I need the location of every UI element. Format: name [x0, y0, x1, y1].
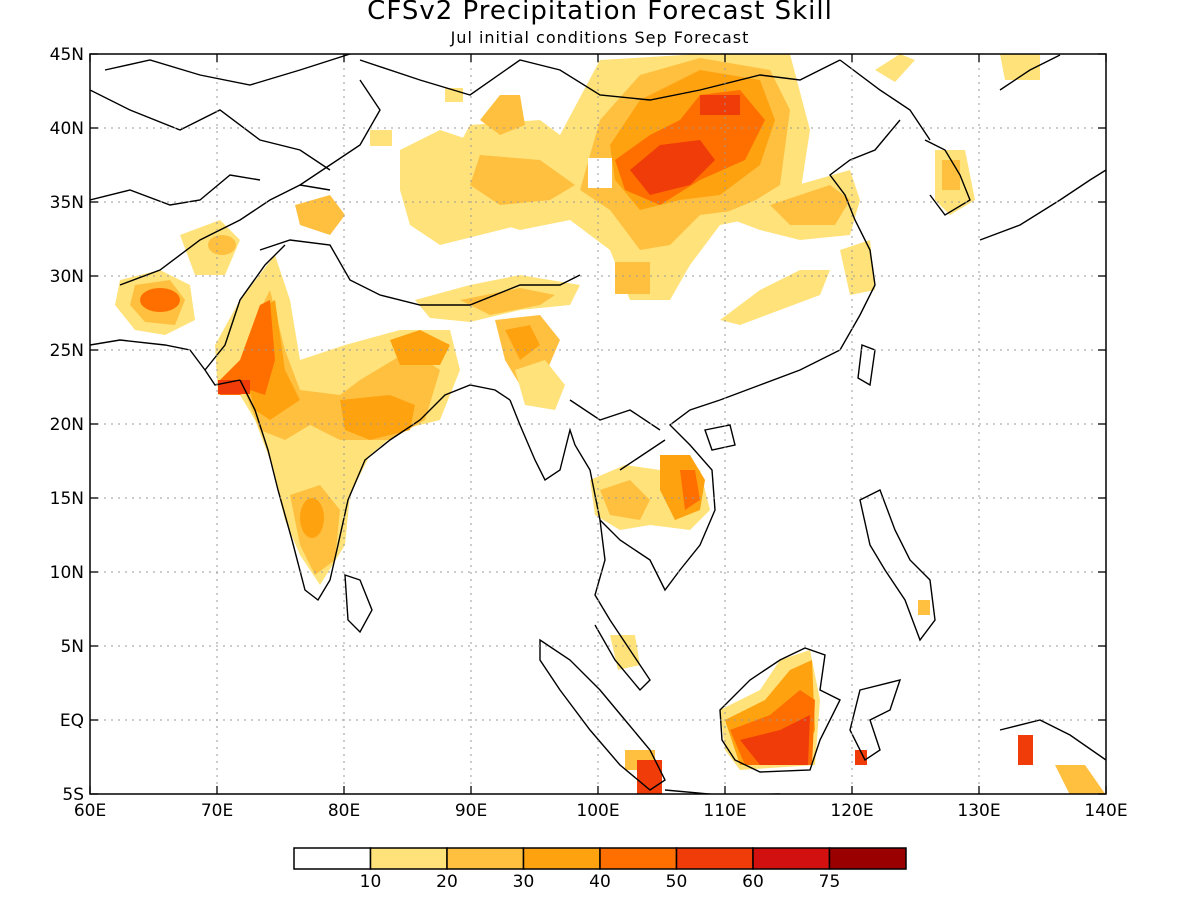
colorbar-label: 20: [436, 872, 458, 892]
x-tick-label: 120E: [830, 801, 873, 821]
coast-sumatra: [539, 638, 666, 791]
x-tick-label: 130E: [957, 801, 1000, 821]
border-sea-2: [619, 439, 666, 471]
coast-taiwan: [857, 344, 876, 387]
y-tick-label: 15N: [50, 489, 84, 509]
y-tick-label: 40N: [50, 119, 84, 139]
gridlines: [90, 54, 1106, 794]
shade-china-coast: [840, 240, 875, 295]
colorbar-label: 75: [819, 872, 841, 892]
coastlines: [90, 54, 1106, 794]
y-tick-label: 35N: [50, 193, 84, 213]
shade-japan: [1000, 54, 1040, 80]
colorbar-label: 60: [742, 872, 764, 892]
shade-east-india: [390, 330, 450, 365]
coast-china: [719, 119, 901, 401]
x-tick-label: 70E: [201, 801, 233, 821]
border-china-west: [299, 79, 381, 186]
shade-newguinea-1: [1018, 735, 1033, 765]
x-tick-label: 140E: [1084, 801, 1127, 821]
coast-india: [239, 379, 511, 602]
shade-ne-china: [875, 54, 915, 82]
shade-yunnan: [615, 262, 650, 294]
y-tick-label: EQ: [60, 711, 84, 731]
colorbar: 10 20 30 40 50 60 75: [293, 847, 907, 892]
shade-north-china-l5: [630, 140, 715, 195]
shade-india-central: [340, 395, 415, 440]
y-tick-label: 5N: [60, 637, 84, 657]
colorbar-swatch: [828, 847, 907, 870]
shade-borneo-l4: [740, 715, 810, 765]
colorbar-swatch: [675, 847, 754, 870]
shade-east-china-l2: [770, 185, 850, 225]
colorbar-swatch: [446, 847, 525, 870]
shade-tibet-l3: [480, 95, 525, 135]
colorbar-swatch: [369, 847, 448, 870]
shade-india-south-l2: [300, 498, 324, 538]
skill-shading: [115, 54, 1106, 794]
shade-gap-white: [588, 158, 612, 188]
shade-pak-l3: [140, 288, 180, 312]
y-tick-label: 20N: [50, 415, 84, 435]
border-central-asia-3: [104, 54, 351, 86]
shade-tibet-l2: [470, 155, 575, 205]
border-russia-china: [839, 59, 931, 141]
x-tick-label: 110E: [703, 801, 746, 821]
shade-ne-india-l2: [505, 325, 540, 360]
shade-laos-l2: [680, 470, 700, 510]
chart-title: CFSv2 Precipitation Forecast Skill: [367, 0, 833, 26]
coast-newguinea: [999, 719, 1106, 761]
y-axis: 45N 40N 35N 30N 25N 20N 15N 10N 5N EQ 5S: [50, 45, 1106, 805]
shade-korea-2: [942, 160, 960, 190]
shade-myanmar: [515, 360, 565, 410]
shade-yangtze: [720, 270, 830, 325]
shade-philippines: [918, 600, 930, 615]
y-tick-label: 30N: [50, 267, 84, 287]
y-tick-label: 10N: [50, 563, 84, 583]
colorbar-label: 30: [513, 872, 535, 892]
colorbar-swatch: [752, 847, 831, 870]
shade-india-l4: [220, 300, 275, 395]
colorbar-swatch: [293, 847, 372, 870]
border-central-asia-2: [90, 174, 261, 206]
x-tick-label: 60E: [74, 801, 106, 821]
y-tick-label: 5S: [62, 785, 84, 805]
border-central-asia: [90, 89, 331, 171]
shade-small-2: [370, 130, 392, 146]
colorbar-swatch: [522, 847, 601, 870]
coast-philippines: [859, 489, 936, 642]
shade-newguinea-2: [1055, 765, 1106, 794]
coast-japan: [979, 169, 1106, 241]
shade-nepal-l2: [460, 288, 555, 315]
shade-north-china-l6: [700, 95, 740, 115]
colorbar-label: 50: [666, 872, 688, 892]
border-china-mongolia: [359, 59, 841, 101]
coast-java: [664, 789, 780, 794]
shade-sulawesi: [855, 750, 867, 765]
coast-korea: [924, 139, 971, 216]
border-india-pak: [204, 244, 286, 371]
shade-thai-l2: [600, 480, 650, 520]
colorbar-label: 40: [589, 872, 611, 892]
x-tick-label: 90E: [455, 801, 487, 821]
border-himalaya: [259, 239, 581, 306]
y-tick-label: 25N: [50, 341, 84, 361]
x-tick-label: 80E: [328, 801, 360, 821]
shade-afg-l2: [208, 235, 236, 255]
coast-borneo: [719, 647, 841, 773]
shade-malaya: [610, 635, 640, 670]
border-sea-1: [569, 399, 661, 431]
shade-kashmir: [295, 195, 345, 235]
coast-indochina: [599, 399, 721, 592]
colorbar-label: 10: [360, 872, 382, 892]
coast-srilanka: [344, 574, 373, 634]
coast-japan-2: [999, 54, 1061, 91]
x-axis: 60E 70E 80E 90E 100E 110E 120E 130E 140E: [74, 54, 1128, 821]
x-tick-label: 100E: [576, 801, 619, 821]
chart-subtitle: Jul initial conditions Sep Forecast: [450, 28, 750, 47]
colorbar-swatch: [599, 847, 678, 870]
y-tick-label: 45N: [50, 45, 84, 65]
coast-hainan: [704, 424, 736, 451]
